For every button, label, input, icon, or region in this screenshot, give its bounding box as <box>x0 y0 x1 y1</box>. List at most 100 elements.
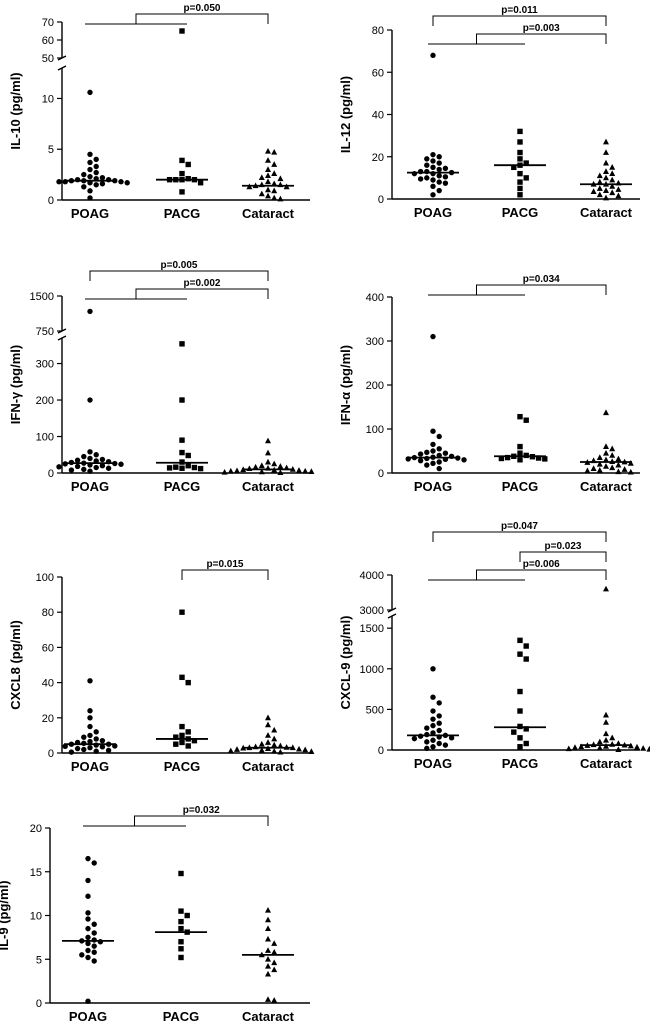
significance-bracket <box>89 270 269 281</box>
data-point-poag <box>81 746 87 753</box>
data-point-poag <box>430 151 436 158</box>
y-axis-label: CXCL-9 (pg/ml) <box>338 616 353 710</box>
data-point-poag <box>81 184 87 190</box>
data-point-poag <box>105 747 112 754</box>
data-point-poag <box>93 156 99 163</box>
data-point-cataract <box>615 455 622 462</box>
data-point-cataract <box>603 149 609 155</box>
y-tick-label: 0 <box>36 998 42 1010</box>
y-tick-label: 60 <box>42 642 54 654</box>
x-category-label: PACG <box>164 759 201 774</box>
panel-1: 0 5 10 50 60 70 POAG PACG Cataract IL-10 (pg/ml) p… <box>8 3 310 221</box>
data-point-poag <box>424 156 430 162</box>
data-point-cataract <box>252 463 259 470</box>
data-point-poag <box>87 166 93 173</box>
data-point-cataract <box>258 190 265 197</box>
data-point-cataract <box>227 747 234 754</box>
data-point-pacg <box>178 946 184 952</box>
data-point-cataract <box>265 996 271 1002</box>
data-point-poag <box>74 745 81 752</box>
y-tick-label: 20 <box>372 152 384 164</box>
data-point-pacg <box>517 744 523 750</box>
data-point-cataract <box>227 467 234 474</box>
data-point-pacg <box>517 139 523 145</box>
data-point-poag <box>87 159 93 166</box>
data-point-pacg <box>517 688 523 695</box>
data-point-cataract <box>265 714 271 721</box>
panel-7: 0 5 10 15 20 POAG PACG Cataract IL-9 (pg/ml) p=0.… <box>0 805 310 1024</box>
data-point-poag <box>85 940 91 947</box>
y-tick-label: 0 <box>48 468 54 480</box>
y-axis-label: IL-9 (pg/ml) <box>0 880 11 950</box>
data-point-cataract <box>265 192 271 199</box>
significance-bracket <box>428 569 607 581</box>
data-point-cataract <box>258 174 265 181</box>
data-point-poag <box>93 182 99 188</box>
data-point-poag <box>74 463 81 470</box>
data-point-poag <box>91 949 97 955</box>
data-point-poag <box>87 308 93 315</box>
data-point-cataract <box>271 161 278 167</box>
data-point-cataract <box>221 468 228 475</box>
data-point-cataract <box>596 454 603 460</box>
y-tick-label: 40 <box>42 678 54 690</box>
data-point-cataract <box>596 744 603 751</box>
data-point-cataract <box>302 746 309 753</box>
data-point-poag <box>85 998 91 1004</box>
p-value-label: p=0.005 <box>161 260 198 271</box>
data-point-poag <box>87 173 93 180</box>
data-point-pacg <box>517 457 523 463</box>
data-point-cataract <box>565 745 572 752</box>
data-point-pacg <box>173 464 179 470</box>
data-point-cataract <box>265 970 271 977</box>
data-point-cataract <box>277 175 284 182</box>
data-point-cataract <box>603 174 609 181</box>
y-axis-label: CXCL8 (pg/ml) <box>8 620 23 710</box>
data-point-pacg <box>197 180 204 186</box>
data-point-cataract <box>265 962 271 969</box>
data-point-pacg <box>185 175 191 182</box>
x-category-label: PACG <box>502 205 539 220</box>
data-point-cataract <box>271 940 278 946</box>
y-tick-label: 0 <box>378 468 384 480</box>
p-value-label: p=0.034 <box>523 274 560 285</box>
data-point-poag <box>93 729 99 735</box>
data-point-cataract <box>603 585 609 592</box>
data-point-poag <box>430 428 436 434</box>
data-point-cataract <box>603 449 609 456</box>
data-point-cataract <box>603 138 609 145</box>
data-point-pacg <box>523 643 529 649</box>
data-point-cataract <box>258 468 265 475</box>
data-point-poag <box>87 678 93 684</box>
data-point-cataract <box>308 748 315 754</box>
data-point-cataract <box>296 745 302 752</box>
data-point-pacg <box>179 449 185 456</box>
data-point-poag <box>430 744 436 750</box>
x-category-label: POAG <box>414 479 452 494</box>
data-point-poag <box>99 744 106 750</box>
data-point-poag <box>91 860 97 866</box>
y-tick-label: 1500 <box>30 291 54 303</box>
y-tick-label: 80 <box>372 25 384 37</box>
y-tick-label: 100 <box>36 432 54 444</box>
data-point-cataract <box>572 744 578 750</box>
data-point-cataract <box>258 747 265 753</box>
data-point-poag <box>87 732 93 739</box>
data-point-poag <box>430 164 436 171</box>
data-point-poag <box>99 456 106 463</box>
data-point-pacg <box>517 192 523 198</box>
data-point-poag <box>436 433 442 440</box>
data-point-pacg <box>517 156 523 162</box>
data-point-poag <box>87 397 93 403</box>
data-point-poag <box>430 716 436 722</box>
panel-6: 0 500 1000 1500 3000 4000 POAG PACG Cataract CXCL… <box>338 521 650 771</box>
data-point-poag <box>424 449 430 456</box>
data-point-poag <box>436 173 442 179</box>
data-point-poag <box>436 187 442 194</box>
data-point-pacg <box>179 341 185 347</box>
data-point-poag <box>91 943 97 949</box>
data-point-cataract <box>590 465 597 471</box>
data-point-poag <box>436 720 442 726</box>
data-point-poag <box>74 457 81 463</box>
data-point-cataract <box>615 461 622 468</box>
